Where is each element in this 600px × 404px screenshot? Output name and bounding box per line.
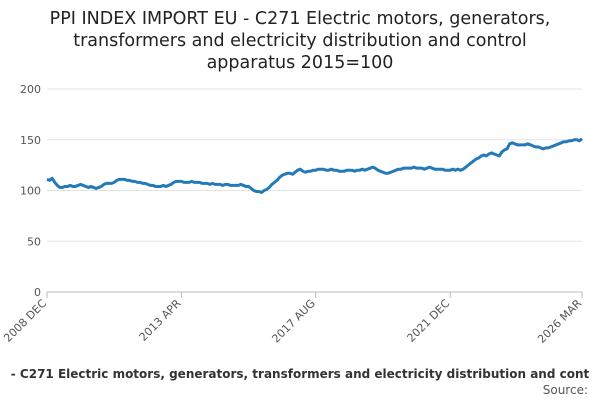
x-tick-label: 2008 DEC: [1, 297, 49, 345]
source: Source:: [543, 383, 588, 397]
chart-title: PPI INDEX IMPORT EU - C271 Electric moto…: [50, 9, 551, 29]
x-tick-label: 2021 DEC: [405, 297, 453, 345]
y-tick-label: 200: [20, 83, 41, 96]
chart-title: apparatus 2015=100: [207, 53, 394, 73]
y-tick-label: 0: [34, 286, 41, 299]
x-tick-label: 2026 MAR: [535, 297, 584, 346]
chart-title: transformers and electricity distributio…: [73, 31, 527, 51]
y-tick-label: 150: [20, 134, 41, 147]
x-tick-label: 2017 AUG: [269, 297, 318, 346]
y-tick-label: 50: [27, 235, 41, 248]
x-tick-label: 2013 APR: [137, 297, 184, 344]
data-line: [46, 137, 583, 195]
y-tick-label: 100: [20, 185, 41, 198]
caption: - C271 Electric motors, generators, tran…: [11, 367, 590, 381]
